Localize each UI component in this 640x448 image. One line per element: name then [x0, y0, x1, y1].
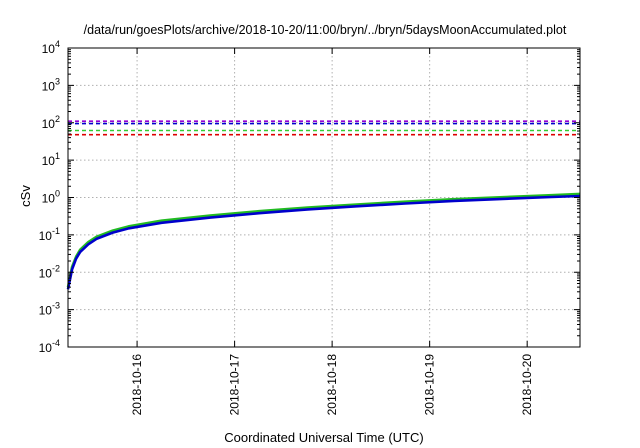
y-tick-label: 101 [42, 151, 60, 168]
y-tick-label: 10-3 [39, 301, 60, 318]
series-line [66, 194, 581, 290]
x-axis-label: Coordinated Universal Time (UTC) [224, 430, 423, 445]
x-tick-label: 2018-10-20 [520, 354, 534, 416]
y-tick-label: 102 [42, 114, 60, 131]
reference-lines [68, 120, 580, 136]
x-tick-label: 2018-10-19 [423, 354, 437, 416]
x-tick-label: 2018-10-18 [325, 354, 339, 416]
y-tick-label: 104 [42, 39, 60, 56]
x-tick-label: 2018-10-17 [228, 354, 242, 416]
ticks [68, 47, 580, 348]
series [66, 192, 581, 290]
y-tick-labels: 10-4 10-3 10-2 10-1 100 101 102 103 104 [39, 39, 60, 355]
y-tick-label: 10-1 [39, 226, 60, 243]
x-tick-label: 2018-10-16 [130, 354, 144, 416]
y-tick-label: 10-2 [39, 263, 60, 280]
grid [68, 48, 580, 347]
y-tick-label: 10-4 [39, 338, 60, 355]
y-axis-label: cSv [18, 185, 33, 207]
chart-title: /data/run/goesPlots/archive/2018-10-20/1… [84, 23, 567, 37]
y-tick-label: 100 [42, 189, 60, 206]
y-tick-label: 103 [42, 76, 60, 93]
x-tick-labels: 2018-10-16 2018-10-17 2018-10-18 2018-10-19… [130, 354, 534, 416]
